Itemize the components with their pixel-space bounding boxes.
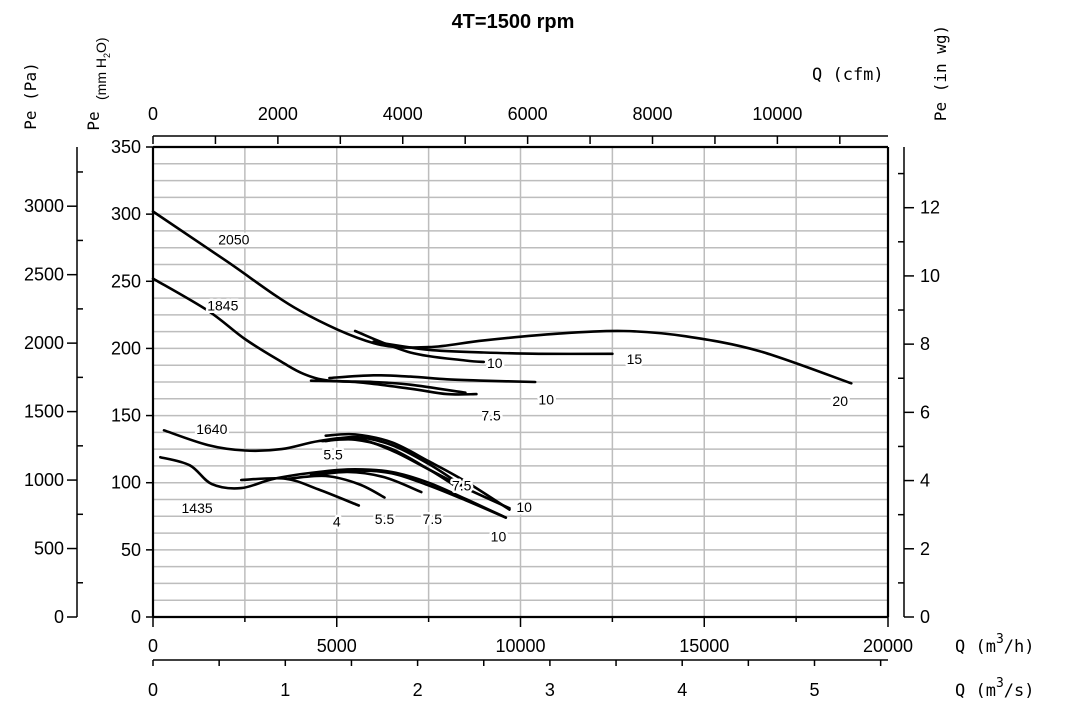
y-axis-mm-unit-a: (mm H [93, 58, 109, 100]
tick-label-inwg: 0 [920, 607, 930, 627]
x-axis-m3h-sup: 3 [996, 632, 1004, 647]
curve-label: 2050 [218, 232, 249, 248]
tick-label-m3h: 5000 [317, 636, 357, 656]
y-axis-mm-unit-sub: 2 [102, 53, 112, 58]
x-axis-m3h-post: /h) [1004, 637, 1035, 657]
tick-label-pa: 500 [34, 539, 64, 559]
tick-label-mm: 300 [111, 204, 141, 224]
tick-label-cfm: 4000 [383, 104, 423, 124]
tick-label-m3h: 20000 [863, 636, 913, 656]
tick-label-cfm: 6000 [508, 104, 548, 124]
tick-label-mm: 250 [111, 271, 141, 291]
curve-label: 10 [487, 355, 503, 371]
tick-label-pa: 0 [54, 607, 64, 627]
performance-curves [151, 210, 853, 519]
curve-label: 10 [538, 391, 554, 407]
tick-label-pa: 2000 [24, 333, 64, 353]
curve-10 [353, 329, 486, 364]
tick-label-inwg: 12 [920, 198, 940, 218]
curve-7-5 [309, 379, 478, 396]
x-axis-cfm-title: Q (cfm) [812, 65, 884, 85]
curve-label: 7.5 [423, 511, 443, 527]
curve-10 [328, 373, 537, 384]
tick-label-inwg: 4 [920, 471, 930, 491]
curve-label: 1640 [196, 421, 227, 437]
y-axis-mm-title-unit: (mm H2O) [93, 37, 112, 100]
tick-label-mm: 200 [111, 338, 141, 358]
y-axis-mm-unit-b: O) [93, 37, 109, 53]
x-axis-m3s-post: /s) [1004, 681, 1035, 701]
curve-10 [309, 469, 508, 519]
tick-label-cfm: 10000 [752, 104, 802, 124]
tick-label-pa: 2500 [24, 265, 64, 285]
curve-10 [324, 432, 511, 511]
curve-7-5 [324, 435, 463, 487]
curve-label: 7.5 [481, 408, 501, 424]
tick-label-mm: 350 [111, 137, 141, 157]
curve-label: 5.5 [323, 447, 343, 463]
tick-label-pa: 1000 [24, 470, 64, 490]
curve-5-5 [287, 474, 386, 499]
curve-label: 5.5 [375, 511, 395, 527]
curve-15 [372, 340, 614, 356]
curve-5-5 [320, 438, 456, 487]
x-axis-m3h-title: Q (m3/h) [955, 632, 1035, 657]
curve-1845 [151, 277, 467, 394]
curve-label: 15 [627, 351, 643, 367]
tick-label-m3h: 10000 [495, 636, 545, 656]
tick-label-cfm: 2000 [258, 104, 298, 124]
x-axis-m3s-title: Q (m3/s) [955, 676, 1035, 701]
tick-label-mm: 50 [121, 540, 141, 560]
tick-label-mm: 150 [111, 406, 141, 426]
tick-label-inwg: 6 [920, 402, 930, 422]
curve-label: 20 [832, 393, 848, 409]
tick-label-cfm: 8000 [632, 104, 672, 124]
tick-label-m3s: 1 [280, 680, 290, 700]
tick-label-inwg: 8 [920, 334, 930, 354]
grid [153, 147, 888, 617]
axes: 0501001502002503003500500100015002000250… [24, 104, 940, 700]
y-axis-pa-title: Pe (Pa) [21, 62, 40, 129]
tick-label-inwg: 2 [920, 539, 930, 559]
x-axis-m3s-sup: 3 [996, 676, 1004, 691]
tick-label-m3h: 15000 [679, 636, 729, 656]
curve-label: 10 [516, 499, 532, 515]
tick-label-mm: 100 [111, 473, 141, 493]
curve-4 [239, 476, 361, 507]
curve-7-5 [309, 470, 423, 494]
curve-label: 1435 [182, 500, 213, 516]
x-axis-m3s-pre: Q (m [955, 681, 996, 701]
curve-2050 [151, 210, 853, 385]
tick-label-mm: 0 [131, 607, 141, 627]
x-axis-m3h-pre: Q (m [955, 637, 996, 657]
curve-label: 10 [491, 528, 507, 544]
tick-label-m3s: 2 [413, 680, 423, 700]
y-axis-mm-title-main: Pe [84, 111, 103, 130]
tick-label-m3s: 4 [677, 680, 687, 700]
curve-1435 [159, 455, 508, 519]
curve-label: 1845 [207, 297, 238, 313]
tick-label-m3s: 5 [809, 680, 819, 700]
tick-label-m3s: 3 [545, 680, 555, 700]
tick-label-m3s: 0 [148, 680, 158, 700]
tick-label-pa: 3000 [24, 196, 64, 216]
curve-labels: 2050 1845 1640 1435 20 15 10 10 7.5 5.5 7.5 10 7.5 5.… [179, 229, 851, 547]
tick-label-inwg: 10 [920, 266, 940, 286]
curve-label: 4 [333, 514, 341, 530]
chart-title: 4T=1500 rpm [452, 11, 575, 33]
tick-label-m3h: 0 [148, 636, 158, 656]
tick-label-pa: 1500 [24, 402, 64, 422]
y-axis-inwg-title: Pe (in wg) [931, 25, 950, 121]
tick-label-cfm: 0 [148, 104, 158, 124]
curve-label: 7.5 [452, 477, 472, 493]
